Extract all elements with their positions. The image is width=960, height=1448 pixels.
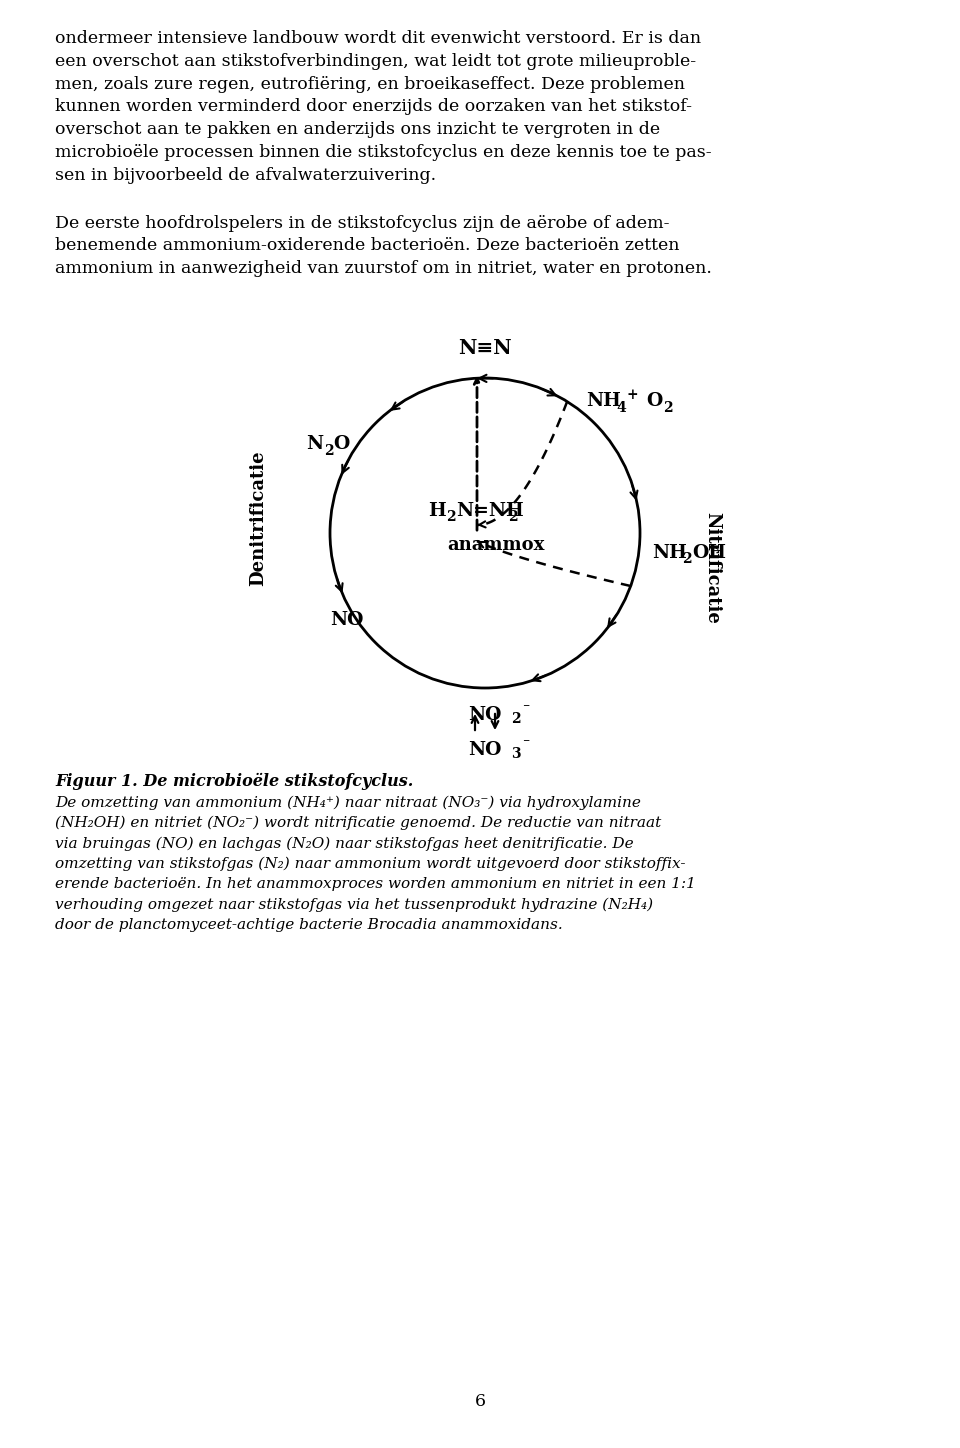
Text: overschot aan te pakken en anderzijds ons inzicht te vergroten in de: overschot aan te pakken en anderzijds on… [55, 122, 660, 138]
Text: O: O [333, 434, 349, 453]
Text: NH: NH [586, 392, 621, 410]
Text: 2: 2 [324, 443, 334, 458]
Text: (NH₂OH) en nitriet (NO₂⁻) wordt nitrificatie genoemd. De reductie van nitraat: (NH₂OH) en nitriet (NO₂⁻) wordt nitrific… [55, 817, 661, 830]
Text: Nitrificatie: Nitrificatie [703, 513, 721, 624]
Text: verhouding omgezet naar stikstofgas via het tussenprodukt hydrazine (N₂H₄): verhouding omgezet naar stikstofgas via … [55, 898, 653, 912]
Text: door de planctomyceet-achtige bacterie Brocadia anammoxidans.: door de planctomyceet-achtige bacterie B… [55, 918, 563, 933]
Text: 6: 6 [474, 1393, 486, 1410]
Text: NH: NH [652, 544, 686, 562]
Text: anammox: anammox [447, 536, 544, 555]
Text: Denitrificatie: Denitrificatie [249, 450, 267, 586]
Text: De omzetting van ammonium (NH₄⁺) naar nitraat (NO₃⁻) via hydroxylamine: De omzetting van ammonium (NH₄⁺) naar ni… [55, 795, 641, 809]
Text: O: O [646, 392, 662, 410]
Text: 2: 2 [509, 511, 518, 524]
Text: ⁻: ⁻ [522, 737, 529, 752]
Text: NO: NO [330, 611, 364, 628]
Text: 2: 2 [663, 401, 673, 414]
Text: kunnen worden verminderd door enerzijds de oorzaken van het stikstof-: kunnen worden verminderd door enerzijds … [55, 98, 692, 116]
Text: H: H [428, 502, 445, 520]
Text: microbioële processen binnen die stikstofcyclus en deze kennis toe te pas-: microbioële processen binnen die stiksto… [55, 143, 711, 161]
Text: N≡N: N≡N [458, 337, 512, 358]
Text: een overschot aan stikstofverbindingen, wat leidt tot grote milieuproble-: een overschot aan stikstofverbindingen, … [55, 52, 696, 70]
Text: +: + [627, 388, 638, 401]
Text: via bruingas (NO) en lachgas (N₂O) naar stikstofgas heet denitrificatie. De: via bruingas (NO) en lachgas (N₂O) naar … [55, 837, 634, 851]
Text: 2: 2 [446, 511, 456, 524]
Text: 2: 2 [512, 712, 521, 725]
Text: Figuur 1. De microbioële stikstofcyclus.: Figuur 1. De microbioële stikstofcyclus. [55, 773, 414, 791]
Text: ⁻: ⁻ [522, 702, 529, 715]
Text: benemende ammonium-oxiderende bacterioën. Deze bacterioën zetten: benemende ammonium-oxiderende bacterioën… [55, 237, 680, 255]
Text: men, zoals zure regen, eutrofiëring, en broeikaseffect. Deze problemen: men, zoals zure regen, eutrofiëring, en … [55, 75, 685, 93]
Text: NO: NO [468, 741, 502, 759]
Text: 4: 4 [616, 401, 626, 414]
Text: 3: 3 [512, 747, 521, 762]
Text: omzetting van stikstofgas (N₂) naar ammonium wordt uitgevoerd door stikstoffix-: omzetting van stikstofgas (N₂) naar ammo… [55, 857, 685, 872]
Text: 2: 2 [683, 553, 692, 566]
Text: OH: OH [692, 544, 727, 562]
Text: NO: NO [468, 707, 502, 724]
Text: sen in bijvoorbeeld de afvalwaterzuivering.: sen in bijvoorbeeld de afvalwaterzuiveri… [55, 167, 436, 184]
Text: N: N [306, 434, 324, 453]
Text: N=NH: N=NH [457, 502, 524, 520]
Text: erende bacterioën. In het anammoxproces worden ammonium en nitriet in een 1:1: erende bacterioën. In het anammoxproces … [55, 877, 696, 892]
Text: ammonium in aanwezigheid van zuurstof om in nitriet, water en protonen.: ammonium in aanwezigheid van zuurstof om… [55, 261, 712, 277]
Text: ondermeer intensieve landbouw wordt dit evenwicht verstoord. Er is dan: ondermeer intensieve landbouw wordt dit … [55, 30, 701, 46]
Text: De eerste hoofdrolspelers in de stikstofcyclus zijn de aërobe of adem-: De eerste hoofdrolspelers in de stikstof… [55, 214, 669, 232]
